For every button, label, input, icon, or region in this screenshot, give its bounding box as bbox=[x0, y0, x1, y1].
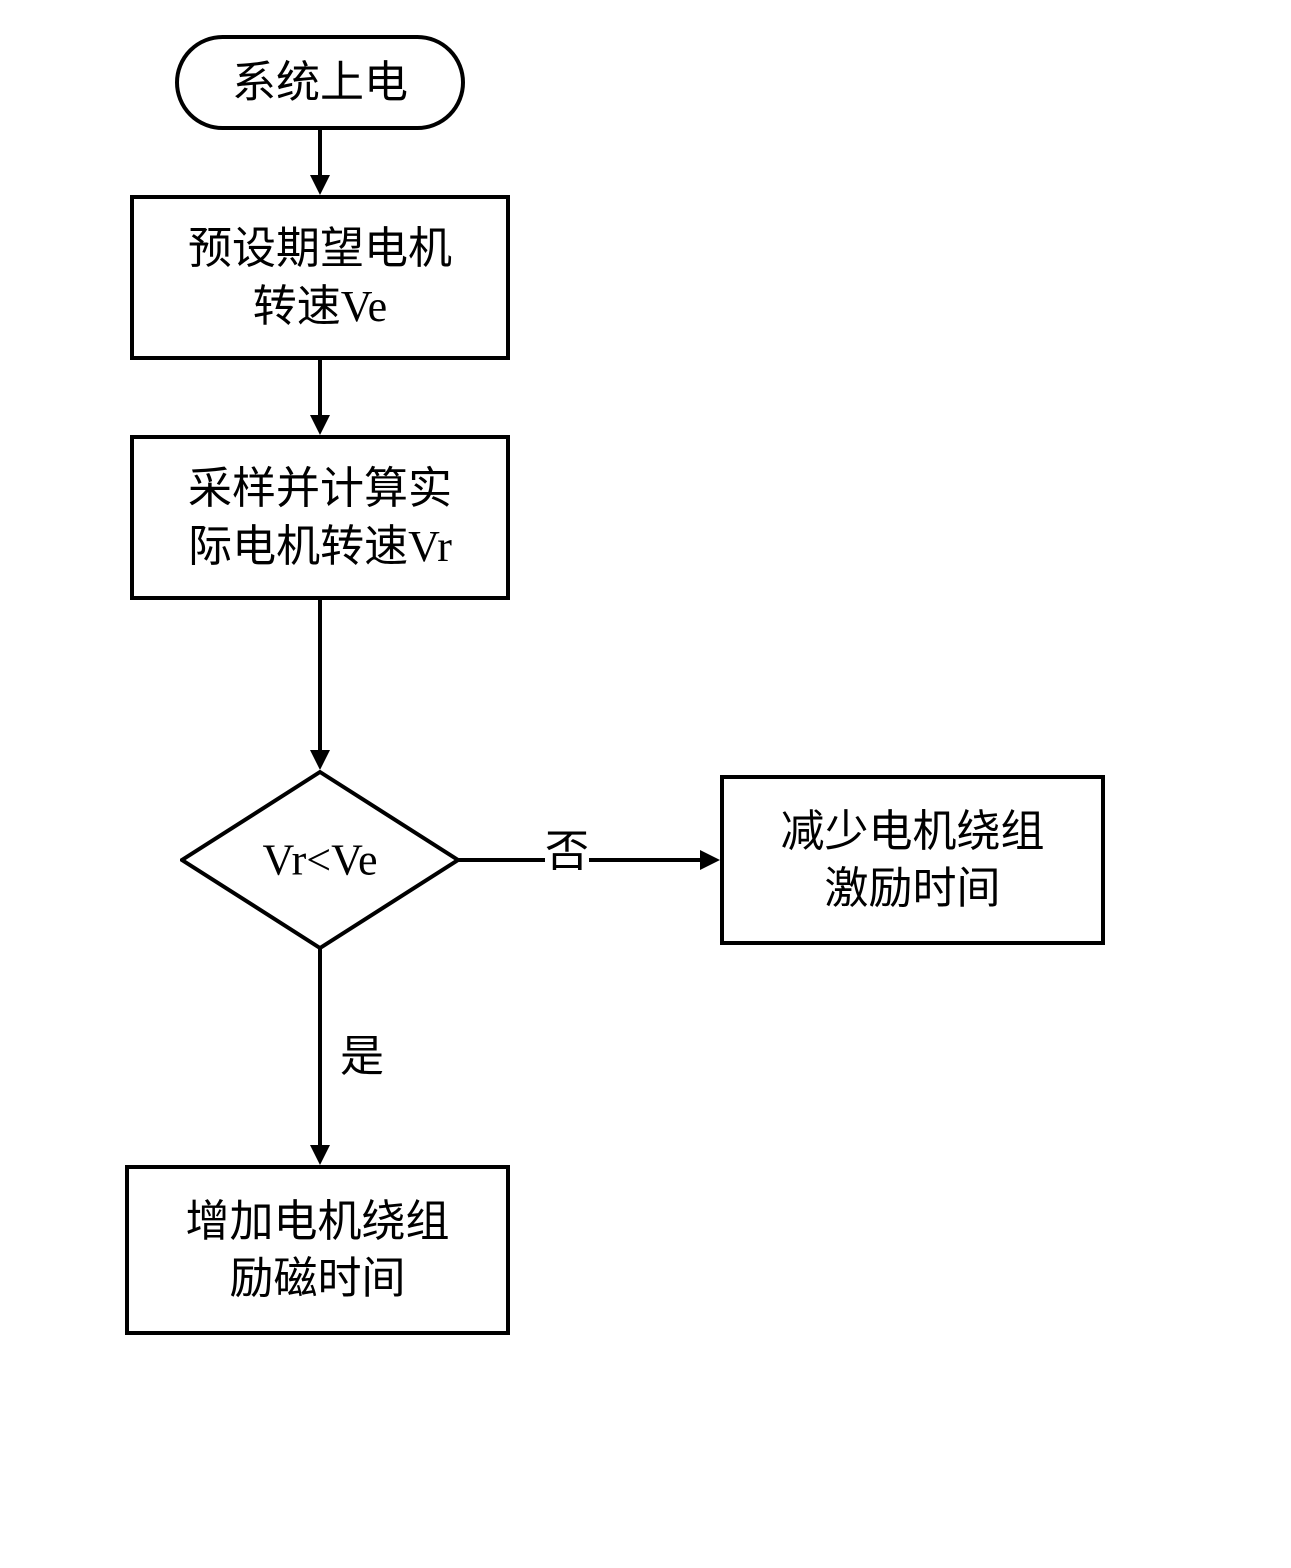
start-label: 系统上电 bbox=[232, 54, 408, 111]
reduce-line2: 激励时间 bbox=[781, 860, 1045, 917]
sample-line1: 采样并计算实 bbox=[188, 460, 452, 517]
reduce-text: 减少电机绕组 激励时间 bbox=[781, 803, 1045, 917]
arrow-sample-decision bbox=[300, 598, 340, 775]
increase-node: 增加电机绕组 励磁时间 bbox=[125, 1165, 510, 1335]
arrow-decision-increase bbox=[300, 948, 340, 1170]
arrow-start-preset bbox=[300, 128, 340, 200]
decision-node: Vr<Ve bbox=[180, 770, 460, 950]
increase-line1: 增加电机绕组 bbox=[186, 1193, 450, 1250]
edge-label-no: 否 bbox=[545, 815, 589, 879]
preset-line1: 预设期望电机 bbox=[188, 220, 452, 277]
sample-node: 采样并计算实 际电机转速Vr bbox=[130, 435, 510, 600]
preset-text: 预设期望电机 转速Ve bbox=[188, 220, 452, 334]
flowchart-container: 系统上电 预设期望电机 转速Ve 采样并计算实 际电机转速Vr bbox=[0, 0, 1291, 1568]
sample-line2: 际电机转速Vr bbox=[188, 518, 452, 575]
preset-node: 预设期望电机 转速Ve bbox=[130, 195, 510, 360]
arrow-decision-reduce bbox=[458, 840, 725, 880]
arrow-preset-sample bbox=[300, 358, 340, 440]
decision-label: Vr<Ve bbox=[262, 835, 377, 886]
sample-text: 采样并计算实 际电机转速Vr bbox=[188, 460, 452, 574]
start-node: 系统上电 bbox=[175, 35, 465, 130]
preset-line2: 转速Ve bbox=[188, 278, 452, 335]
reduce-node: 减少电机绕组 激励时间 bbox=[720, 775, 1105, 945]
reduce-line1: 减少电机绕组 bbox=[781, 803, 1045, 860]
edge-label-yes: 是 bbox=[340, 1020, 384, 1084]
increase-text: 增加电机绕组 励磁时间 bbox=[186, 1193, 450, 1307]
increase-line2: 励磁时间 bbox=[186, 1250, 450, 1307]
